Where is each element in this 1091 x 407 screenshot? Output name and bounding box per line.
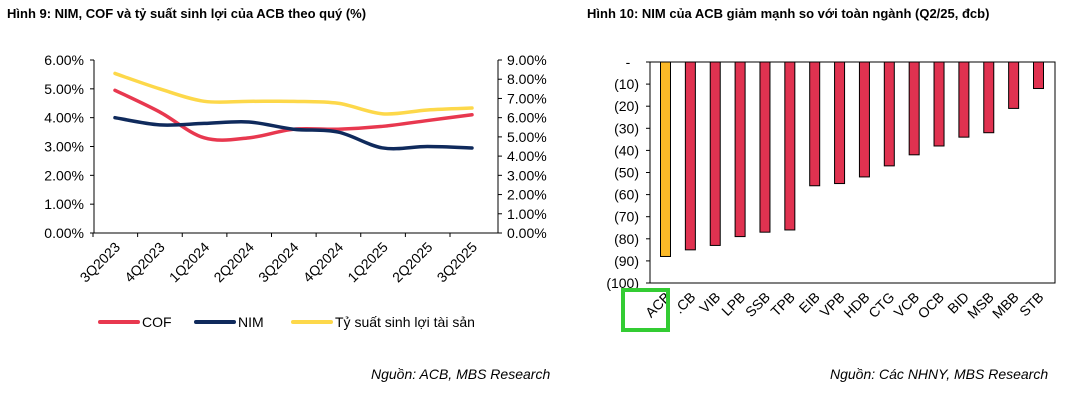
right-tick-label: 4.00%	[507, 148, 547, 164]
y-tick-label: (80)	[614, 231, 639, 247]
x-tick-label: STB	[1016, 289, 1047, 320]
y-tick-label: (10)	[614, 76, 639, 92]
right-tick-label: 6.00%	[507, 110, 547, 126]
bar-tcb	[684, 61, 696, 251]
right-tick-label: 8.00%	[507, 71, 547, 87]
acb-highlight-box	[621, 288, 670, 332]
bar-ctg	[883, 61, 895, 167]
right-tick-label: 1.00%	[507, 206, 547, 222]
y-tick-label: (70)	[614, 209, 639, 225]
x-tick-label: SSB	[742, 289, 773, 320]
y-tick-label: -	[626, 54, 631, 70]
y-tick-label: (40)	[614, 142, 639, 158]
right-tick-label: 7.00%	[507, 90, 547, 106]
y-tick-label: (100)	[606, 275, 639, 291]
bar-mbb	[1008, 61, 1020, 109]
y-tick-label: (50)	[614, 165, 639, 181]
right-tick-label: 9.00%	[507, 52, 547, 68]
right-tick-label: 3.00%	[507, 167, 547, 183]
chart-left-title: Hình 9: NIM, COF và tỷ suất sinh lợi của…	[7, 6, 367, 21]
left-tick-label: 0.00%	[44, 225, 84, 241]
bar-vpb	[834, 61, 846, 185]
left-tick-label: 4.00%	[44, 110, 84, 126]
right-tick-label: 0.00%	[507, 225, 547, 241]
left-tick-label: 1.00%	[44, 196, 84, 212]
chart-left-source: Nguồn: ACB, MBS Research	[371, 366, 551, 382]
bar-hdb	[858, 61, 870, 178]
legend-label: Tỷ suất sinh lợi tài sản	[335, 314, 475, 330]
bar-tpb	[784, 61, 796, 231]
bar-acb	[660, 61, 671, 257]
left-tick-label: 3.00%	[44, 139, 84, 155]
left-tick-label: 6.00%	[44, 52, 84, 68]
bar-bid	[958, 61, 970, 138]
right-tick-label: 5.00%	[507, 129, 547, 145]
x-tick-label: MBB	[989, 289, 1022, 322]
bar-eib	[809, 61, 821, 187]
chart-right-title: Hình 10: NIM của ACB giảm mạnh so với to…	[587, 6, 990, 21]
x-tick-label: VCB	[891, 289, 923, 321]
bar-lpb	[734, 61, 746, 238]
roa-line	[113, 71, 474, 116]
x-tick-label: LPB	[718, 289, 748, 319]
bar-vib	[709, 61, 721, 246]
legend-label: COF	[142, 314, 172, 330]
x-tick-label: VIB	[696, 289, 723, 316]
y-tick-label: (90)	[614, 253, 639, 269]
x-tick-label: TPB	[767, 289, 798, 320]
left-tick-label: 2.00%	[44, 167, 84, 183]
x-tick-label: VPB	[817, 289, 848, 320]
x-tick-label: HDB	[840, 289, 872, 321]
bar-ocb	[933, 61, 945, 147]
bar-stb	[1033, 61, 1044, 90]
nim-line	[113, 115, 474, 151]
chart-right-source: Nguồn: Các NHNY, MBS Research	[830, 366, 1049, 382]
x-tick-label: MSB	[964, 289, 997, 322]
x-tick-label: CTG	[865, 289, 897, 321]
y-tick-label: (60)	[614, 187, 639, 203]
x-tick-label: OCB	[914, 289, 947, 322]
x-tick-label: .CB	[671, 289, 699, 317]
y-tick-label: (20)	[614, 98, 639, 114]
bar-vcb	[908, 61, 920, 156]
right-tick-label: 2.00%	[507, 187, 547, 203]
legend-label: NIM	[238, 314, 264, 330]
bar-ssb	[759, 61, 771, 233]
y-tick-label: (30)	[614, 120, 639, 136]
left-tick-label: 5.00%	[44, 81, 84, 97]
bar-msb	[983, 61, 995, 134]
